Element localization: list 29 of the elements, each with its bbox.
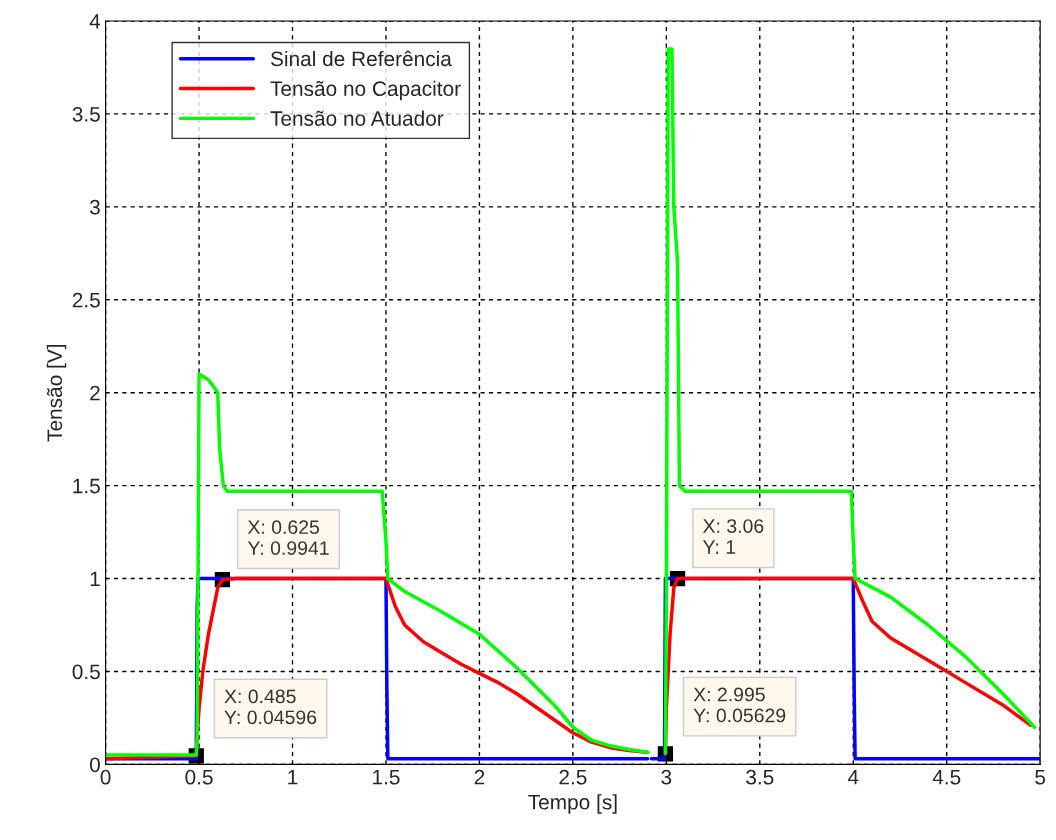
y-tick-label: 0 [89, 757, 100, 773]
x-tick-label: 3.5 [746, 769, 774, 785]
x-tick-label: 0 [100, 769, 111, 785]
x-tick-label: 4.5 [932, 770, 961, 785]
y-tick-label: 2 [90, 385, 100, 401]
x-tick-label: 2 [474, 769, 485, 785]
y-axis-title: Tensão [V] [46, 344, 67, 442]
x-tick-label: 5 [1035, 770, 1046, 785]
y-tick-label: 2.5 [72, 292, 100, 308]
annotation: X: 3.06 Y: 1 [702, 519, 764, 554]
annotation: X: 2.995 Y: 0.05629 [693, 687, 786, 723]
x-tick-label: 4 [847, 770, 859, 785]
y-tick-label: 4 [89, 14, 101, 29]
x-axis-title: Tempo [s] [528, 794, 617, 814]
y-tick-label: 0.5 [72, 664, 100, 680]
x-tick-label: 0.5 [185, 769, 213, 785]
x-tick-label: 1.5 [373, 770, 400, 785]
y-tick-label: 1.5 [73, 478, 100, 494]
annotation: X: 0.625 Y: 0.9941 [247, 520, 329, 555]
x-tick-label: 3 [661, 769, 672, 785]
x-tick-label: 1 [288, 770, 298, 785]
legend-label: Sinal de Referência [270, 50, 452, 67]
y-tick-label: 1 [90, 571, 100, 587]
y-tick-label: 3 [89, 199, 100, 215]
legend-label: Tensão no Atuador [270, 110, 444, 126]
x-tick-label: 2.5 [559, 769, 587, 785]
y-tick-label: 3.5 [72, 106, 100, 122]
legend-label: Tensão no Capacitor [270, 80, 461, 101]
annotation: X: 0.485 Y: 0.04596 [224, 689, 317, 725]
